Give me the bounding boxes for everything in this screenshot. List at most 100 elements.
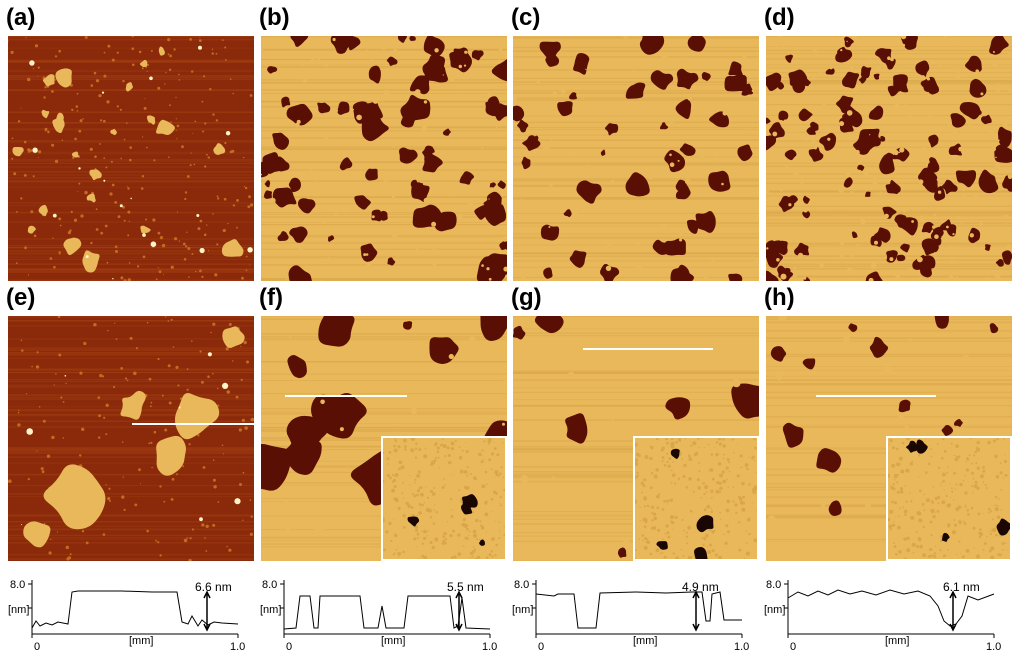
film-patch xyxy=(306,77,309,79)
grain xyxy=(752,455,755,459)
film-patch xyxy=(946,121,952,126)
film-patch xyxy=(939,64,942,67)
film-patch xyxy=(696,148,702,153)
scan-line xyxy=(8,238,254,240)
film-hole xyxy=(887,85,900,97)
grain xyxy=(480,525,485,530)
grain xyxy=(687,454,691,458)
film-hole xyxy=(576,180,602,204)
film-patch xyxy=(918,276,924,281)
profile-xunit: [mm] xyxy=(381,635,405,647)
film-patch xyxy=(283,500,289,506)
film-patch xyxy=(766,190,770,194)
scan-line xyxy=(513,372,759,374)
grain xyxy=(705,533,709,538)
grain xyxy=(61,139,64,142)
grain xyxy=(715,441,719,444)
film-patch xyxy=(285,278,288,281)
grain xyxy=(958,520,962,525)
scan-line xyxy=(766,405,1012,407)
film-patch xyxy=(559,50,562,53)
grain xyxy=(498,537,501,539)
grain xyxy=(1003,459,1007,464)
scan-line xyxy=(513,252,759,254)
film-patch xyxy=(449,191,455,197)
grain xyxy=(169,104,171,107)
film-hole xyxy=(980,114,992,125)
grain xyxy=(651,519,654,522)
scan-line xyxy=(8,514,254,515)
film-patch xyxy=(626,150,631,155)
film-hole xyxy=(650,70,674,90)
grain xyxy=(941,456,944,460)
scan-line xyxy=(261,169,507,171)
film-hole xyxy=(412,204,443,228)
grain xyxy=(201,523,205,527)
step-height-label: 6.1 nm xyxy=(943,580,980,594)
grain xyxy=(420,508,422,510)
grain xyxy=(427,530,429,532)
grain xyxy=(891,463,896,468)
film-hole xyxy=(788,69,808,88)
grain xyxy=(416,473,420,478)
film-patch xyxy=(798,252,804,258)
grain xyxy=(249,499,252,501)
film-patch xyxy=(996,89,1000,93)
grain xyxy=(15,262,18,265)
grain xyxy=(950,496,952,498)
film-hole xyxy=(921,221,936,234)
film-hole xyxy=(864,191,871,197)
film-patch xyxy=(906,111,908,112)
film-patch xyxy=(324,62,329,67)
grain xyxy=(228,322,232,326)
bright-particle xyxy=(103,179,106,182)
scan-line xyxy=(8,395,254,397)
scan-line xyxy=(8,250,254,251)
grain xyxy=(696,438,700,440)
grain xyxy=(75,105,79,108)
film-hole xyxy=(912,254,930,270)
scan-line xyxy=(8,456,254,458)
grain xyxy=(643,525,647,529)
grain xyxy=(107,329,109,332)
grain xyxy=(968,454,971,457)
film-patch xyxy=(786,229,790,232)
scan-line xyxy=(766,263,1012,266)
film-patch xyxy=(899,147,905,153)
bright-particle xyxy=(207,352,212,357)
film-patch xyxy=(788,225,791,228)
grain xyxy=(429,540,433,544)
scan-line xyxy=(513,163,759,166)
grain xyxy=(222,453,225,455)
grain xyxy=(974,450,977,454)
grain xyxy=(85,541,89,545)
scan-line xyxy=(8,554,254,556)
film-hole xyxy=(857,164,865,171)
film-patch xyxy=(301,63,304,67)
film-patch xyxy=(591,248,594,251)
grain xyxy=(718,473,724,478)
scan-line xyxy=(766,265,1012,267)
height-profile-g: 8.0 [nm] 0 [mm] 1.0 4.9 nm xyxy=(506,576,756,654)
grain xyxy=(186,368,189,371)
grain xyxy=(680,548,683,551)
grain xyxy=(90,84,94,87)
scan-line xyxy=(766,79,1012,81)
film-hole xyxy=(766,72,782,92)
grain xyxy=(697,486,702,490)
scan-line xyxy=(8,369,254,371)
film-hole xyxy=(798,108,813,122)
grain xyxy=(172,346,175,348)
grain xyxy=(236,226,238,229)
grain xyxy=(688,457,693,462)
film-hole xyxy=(842,105,863,128)
grain xyxy=(993,529,996,533)
grain xyxy=(964,491,968,495)
grain xyxy=(896,447,899,451)
scan-line xyxy=(8,151,254,153)
film-hole xyxy=(1008,154,1012,161)
scan-line xyxy=(8,76,254,79)
panel-label-a: (a) xyxy=(6,4,36,31)
grain xyxy=(419,492,424,497)
film-hole xyxy=(989,323,999,334)
